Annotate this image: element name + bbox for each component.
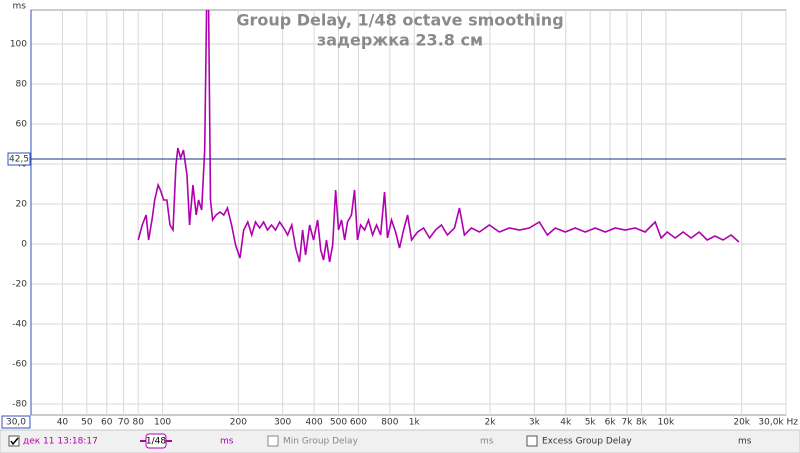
x-tick-label: 100 <box>154 418 171 428</box>
x-tick-label: 30,0k Hz <box>758 418 798 428</box>
x-cursor-box <box>1 415 31 429</box>
y-tick-label: 20 <box>16 200 28 210</box>
chart-title: Group Delay, 1/48 octave smoothing <box>236 11 563 30</box>
y-tick-label: 60 <box>16 120 28 130</box>
x-tick-label: 3k <box>529 418 541 428</box>
x-tick-label: 400 <box>306 418 323 428</box>
cursor-box <box>7 152 31 166</box>
y-tick-label: -20 <box>12 280 27 290</box>
x-tick-label: 600 <box>350 418 367 428</box>
plot-area <box>30 9 787 416</box>
y-tick-label: 0 <box>21 240 27 250</box>
y-tick-label: -60 <box>12 360 27 370</box>
x-tick-label: 30,0 <box>6 418 26 428</box>
x-tick-label: 200 <box>230 418 247 428</box>
units: ms <box>480 437 494 447</box>
smoothing-badge[interactable] <box>145 433 167 449</box>
x-tick-label: 50 <box>81 418 93 428</box>
y-tick-label: -80 <box>12 400 27 410</box>
x-tick-label: 80 <box>132 418 144 428</box>
x-tick-label: 20k <box>733 418 750 428</box>
x-tick-label: 2k <box>485 418 497 428</box>
checkmark <box>10 437 19 446</box>
x-tick-label: 800 <box>381 418 398 428</box>
x-tick-label: 1k <box>409 418 421 428</box>
x-tick-label: 40 <box>57 418 69 428</box>
x-tick-label: 70 <box>118 418 130 428</box>
trace-checkbox[interactable] <box>526 435 538 447</box>
x-tick-label: 500 <box>330 418 347 428</box>
chart-subtitle: задержка 23.8 см <box>317 31 483 50</box>
trace-name[interactable]: Excess Group Delay <box>542 437 632 447</box>
x-tick-label: 10k <box>658 418 675 428</box>
units: ms <box>738 437 752 447</box>
series-checkbox[interactable] <box>8 435 20 447</box>
x-tick-label: 7k <box>621 418 633 428</box>
smoothing-label: 1/48 <box>146 437 166 447</box>
x-tick-label: 60 <box>101 418 113 428</box>
x-tick-label: 300 <box>274 418 291 428</box>
cursor-label: 42,5 <box>9 155 29 165</box>
x-tick-label: 8k <box>636 418 648 428</box>
series-line <box>137 10 740 263</box>
y-tick-label: 100 <box>10 40 27 50</box>
legend-entry[interactable]: дек 11 13:18:17 <box>23 437 98 447</box>
x-tick-label: 5k <box>585 418 597 428</box>
y-axis-label: ms <box>13 2 27 12</box>
y-tick-label: 80 <box>16 80 28 90</box>
units: ms <box>220 437 234 447</box>
trace-name[interactable]: Min Group Delay <box>283 437 359 447</box>
status-bar <box>0 429 800 453</box>
trace-checkbox[interactable] <box>267 435 279 447</box>
y-tick-label: -40 <box>12 320 27 330</box>
x-tick-label: 4k <box>560 418 572 428</box>
x-tick-label: 6k <box>605 418 617 428</box>
